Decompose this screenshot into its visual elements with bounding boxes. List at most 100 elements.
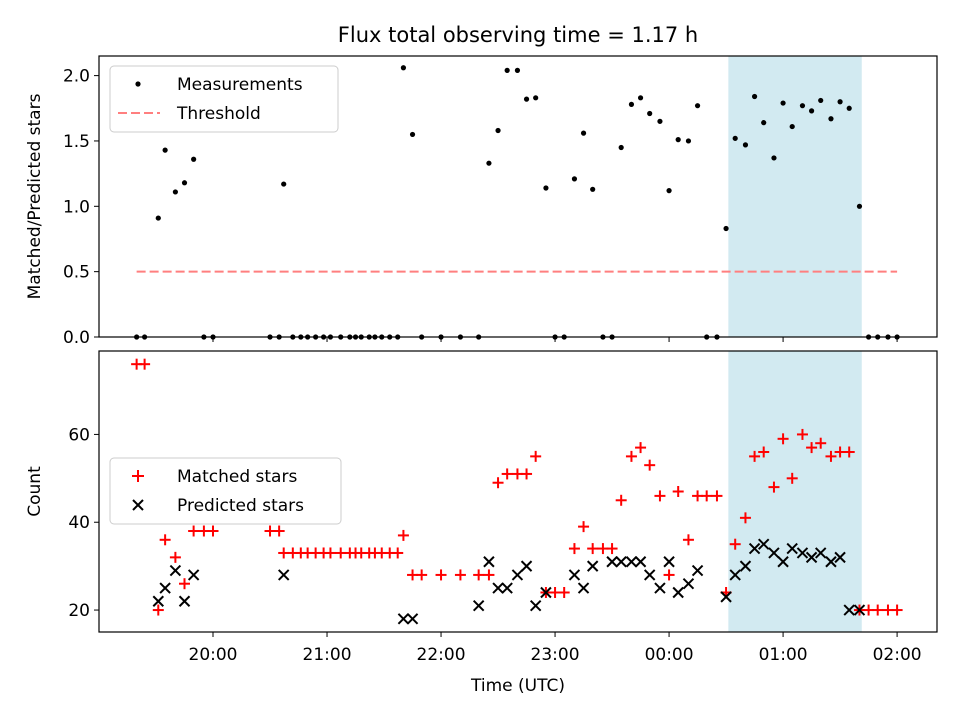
measurement-point [590, 186, 596, 192]
matched-point [416, 569, 428, 581]
matched-point [615, 494, 627, 506]
matched-point [159, 534, 171, 546]
chart-title: Flux total observing time = 1.17 h [338, 23, 698, 47]
predicted-point-b [814, 547, 827, 559]
matched-point [324, 547, 336, 559]
matched-point [786, 472, 798, 484]
predicted-point [643, 569, 656, 581]
predicted-point [492, 582, 504, 594]
predicted-point [691, 564, 704, 577]
y-tick-label: 60 [68, 425, 90, 445]
predicted-point [625, 556, 638, 568]
measurement-point [191, 156, 197, 162]
predicted-point-b [568, 569, 581, 581]
measurement-point [732, 135, 738, 141]
matched-point [207, 525, 219, 537]
y-tick-label: 2.0 [63, 67, 90, 87]
measurement-point [808, 108, 815, 114]
predicted-point [777, 556, 789, 568]
measurement-point [533, 95, 539, 101]
predicted-point [825, 556, 837, 568]
legend-predicted-label: Predicted stars [177, 496, 304, 516]
predicted-point [529, 599, 542, 612]
predicted-point-b [397, 613, 410, 625]
observing-span-rect [728, 56, 862, 337]
predicted-point-b [169, 564, 182, 577]
count-legend-box [109, 457, 342, 525]
matched-point [701, 490, 713, 502]
predicted-point [663, 556, 675, 568]
matched-point [273, 525, 285, 537]
ratio-y-ticks: 0.0 0.5 1.0 1.5 2.0 [63, 67, 99, 348]
measurement-point [856, 203, 863, 209]
matched-point [872, 604, 884, 616]
matched-point [806, 442, 818, 454]
x-tick-label: 02:00 [873, 645, 922, 665]
count-legend: Matched stars Predicted stars [109, 457, 342, 525]
predicted-point [843, 604, 855, 616]
predicted-point-b [159, 582, 171, 594]
predicted-point [577, 582, 590, 594]
matched-point [568, 543, 580, 555]
predicted-point [483, 556, 495, 568]
predicted-point [805, 551, 818, 564]
measurement-point [495, 127, 501, 134]
predicted-point [834, 551, 846, 564]
measurement-point [580, 130, 587, 136]
matched-point [682, 534, 694, 546]
predicted-point-b [520, 560, 533, 572]
measurement-point [761, 120, 767, 126]
observing-span [728, 351, 862, 632]
predicted-point-b [625, 556, 638, 568]
y-tick-label: 40 [68, 513, 90, 533]
predicted-point [720, 591, 732, 603]
predicted-point-b [834, 551, 846, 564]
matched-point [843, 446, 855, 458]
count-panel-frame [98, 350, 938, 633]
measurement-point [628, 101, 635, 107]
predicted-point [169, 564, 182, 577]
predicted-point-b [768, 547, 780, 559]
matched-point [654, 490, 666, 502]
matched-point [825, 450, 837, 462]
predicted-point-b [606, 556, 618, 568]
observing-span [728, 56, 862, 337]
predicted-point [814, 547, 827, 559]
measurement-point [486, 160, 492, 166]
predicted-point [796, 547, 809, 559]
predicted-point [615, 556, 627, 568]
predicted-point [501, 582, 513, 594]
predicted-point [586, 560, 599, 572]
matched-point [152, 604, 164, 616]
predicted-point [634, 556, 647, 568]
measurement-point [504, 67, 510, 73]
predicted-point [729, 569, 741, 581]
matched-point [768, 481, 780, 493]
matched-point [729, 538, 741, 550]
predicted-point-b [586, 560, 599, 572]
ratio-panel-frame [98, 55, 938, 338]
predicted-point [568, 569, 581, 581]
predicted-point [152, 595, 164, 607]
predicted-point [472, 599, 485, 612]
matched-point [473, 569, 485, 581]
predicted-point-b [663, 556, 675, 568]
count-y-ticks: 20 40 60 [68, 425, 99, 621]
predicted-point [768, 547, 780, 559]
predicted-point-b [634, 556, 647, 568]
measurement-point [818, 97, 824, 104]
predicted-point-b [472, 599, 485, 612]
measurement-point [409, 131, 416, 138]
matched-point [188, 525, 200, 537]
y-tick-label: 20 [68, 601, 90, 621]
measurement-point [789, 123, 795, 130]
predicted-point-b [672, 586, 684, 599]
x-tick-label: 00:00 [645, 645, 694, 665]
measurement-point [162, 147, 168, 153]
predicted-point-b [796, 547, 809, 559]
matched-point [749, 450, 761, 462]
measurement-point [543, 185, 549, 191]
measurement-point [281, 181, 287, 187]
predicted-point-b [720, 591, 732, 603]
